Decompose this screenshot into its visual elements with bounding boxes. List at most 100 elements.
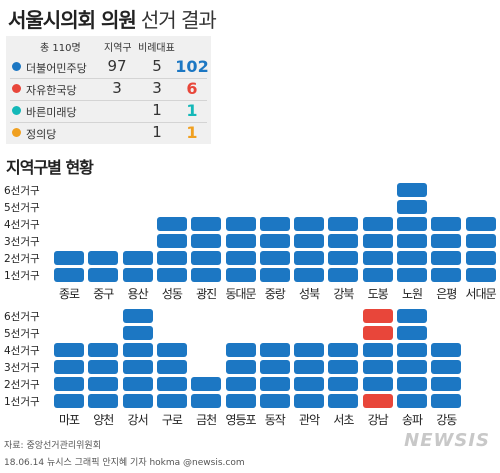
seat-bar [88,251,119,265]
x-tick-label: 영등포 [225,413,256,427]
title-light: 선거 결과 [140,8,217,32]
total-count: 1 [186,123,198,142]
seat-bar [88,360,119,374]
district-count: 97 [107,57,127,75]
seat-bar [225,360,256,374]
y-tick-label: 6선거구 [4,311,40,323]
district-count: 3 [112,79,122,97]
party-row: 더불어민주당 97 5 102 [6,56,211,77]
seat-bar [54,251,84,265]
seat-bar [225,217,256,231]
seat-bar [156,394,187,408]
x-tick-label: 동대문 [225,287,256,301]
seat-bar [259,217,290,231]
seat-bar [431,234,462,248]
y-tick-label: 4선거구 [4,345,40,357]
source-text: 자료: 중앙선거관리위원회 [4,441,101,451]
seat-bar [397,268,427,282]
seat-bar [54,394,84,408]
seat-bar [465,217,496,231]
x-tick-label: 서초 [333,413,354,427]
seat-bar [156,360,187,374]
section-title: 지역구별 현황 [6,158,94,177]
y-tick-label: 5선거구 [4,328,40,340]
seat-bar [259,251,290,265]
x-tick-label: 성북 [299,287,320,301]
x-tick-label: 강남 [367,413,389,427]
seat-bar [465,251,496,265]
seat-bar [191,251,222,265]
seat-bar [397,251,427,265]
seat-bar [191,217,222,231]
seat-bar [88,394,119,408]
proportional-count: 5 [152,57,162,75]
seat-bar [397,183,427,197]
seat-bar [431,343,462,357]
seat-bar [362,360,393,374]
seat-bar [259,394,290,408]
seat-bar [225,377,256,391]
seat-bar [88,377,119,391]
proportional-count: 1 [152,123,162,141]
seat-bar [362,251,393,265]
x-tick-label: 도봉 [367,287,389,301]
x-tick-label: 강서 [127,413,149,427]
seat-bar [259,343,290,357]
party-row: 정의당 1 1 [6,122,211,143]
party-row: 자유한국당 3 3 6 [6,78,211,99]
seat-bar [54,343,84,357]
seat-bar [156,217,187,231]
seat-bar [465,234,496,248]
seat-bar [225,343,256,357]
seat-bar [362,217,393,231]
seat-bar [362,268,393,282]
seat-bar [122,268,153,282]
seat-bar [259,360,290,374]
x-tick-label: 금천 [196,413,217,427]
row-divider [10,100,207,101]
seat-bar [294,394,325,408]
seat-bar [122,251,153,265]
credit-text: 18.06.14 뉴시스 그래픽 안지혜 기자 hokma @newsis.co… [4,458,245,468]
seat-bar [328,268,359,282]
y-tick-label: 4선거구 [4,219,40,231]
seat-bar [362,326,393,340]
x-tick-label: 강동 [436,413,457,427]
x-tick-label: 구로 [161,413,183,427]
total-count: 102 [175,57,209,76]
seat-bar [191,377,222,391]
y-tick-label: 6선거구 [4,185,40,197]
row-divider [10,78,207,79]
header-district: 지역구 [104,43,132,54]
party-dot [12,62,21,71]
y-tick-label: 2선거구 [4,253,40,265]
seat-bar [156,377,187,391]
proportional-count: 1 [152,101,162,119]
seat-bar [431,377,462,391]
header-total: 총 110명 [40,43,81,54]
seat-bar [225,394,256,408]
seat-bar [294,217,325,231]
party-dot [12,128,21,137]
seat-bar [225,234,256,248]
seat-bar [88,268,119,282]
x-tick-label: 양천 [93,413,114,427]
title-bold: 서울시의회 의원 [8,8,137,32]
seat-bar [259,234,290,248]
x-tick-label: 송파 [401,413,423,427]
seat-bar [54,268,84,282]
seat-bar [294,360,325,374]
party-name: 바른미래당 [26,106,77,119]
seat-bar [431,394,462,408]
seat-bar [431,360,462,374]
x-tick-label: 성동 [161,287,183,301]
seat-bar [362,309,393,323]
seat-bar [465,268,496,282]
seat-bar [328,217,359,231]
seat-bar [294,343,325,357]
seat-bar [225,251,256,265]
x-tick-label: 중랑 [264,287,286,301]
seat-bar [156,343,187,357]
seat-bar [328,234,359,248]
seat-bar [156,251,187,265]
